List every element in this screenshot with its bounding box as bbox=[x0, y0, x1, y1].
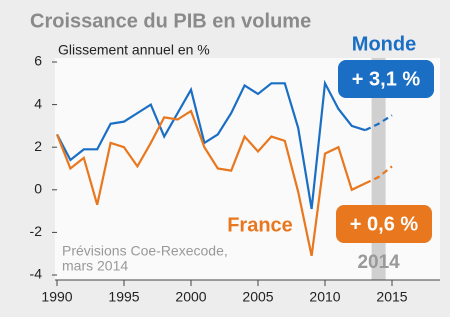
callout-box bbox=[338, 60, 434, 98]
x-tick-label: 2010 bbox=[309, 289, 340, 305]
y-tick-label: 6 bbox=[34, 53, 42, 69]
axis-label: Glissement annuel en % bbox=[58, 42, 210, 58]
series-line bbox=[364, 165, 393, 185]
y-tick-label: 4 bbox=[34, 95, 42, 111]
chart-title: Croissance du PIB en volume bbox=[30, 10, 311, 32]
source-note: mars 2014 bbox=[62, 258, 128, 274]
y-tick-label: -4 bbox=[30, 266, 43, 282]
legend-label: France bbox=[227, 214, 293, 236]
x-tick-label: 1995 bbox=[108, 289, 139, 305]
x-tick-label: 2000 bbox=[175, 289, 206, 305]
x-tick-label: 2015 bbox=[376, 289, 407, 305]
value-label: + 0,6 % bbox=[350, 213, 419, 235]
series-line bbox=[364, 114, 393, 132]
callout-box bbox=[336, 205, 432, 243]
y-tick-label: -2 bbox=[30, 223, 43, 239]
value-label: + 3,1 % bbox=[352, 68, 421, 90]
forecast-label: 2014 bbox=[357, 252, 400, 273]
source-note: Prévisions Coe-Rexecode, bbox=[62, 243, 228, 259]
y-tick-label: 0 bbox=[34, 181, 42, 197]
series-line bbox=[56, 79, 366, 210]
x-tick-label: 1990 bbox=[41, 289, 72, 305]
legend-label: Monde bbox=[352, 33, 416, 55]
y-tick-label: 2 bbox=[34, 138, 42, 154]
x-tick-label: 2005 bbox=[242, 289, 273, 305]
series-line bbox=[55, 109, 366, 257]
